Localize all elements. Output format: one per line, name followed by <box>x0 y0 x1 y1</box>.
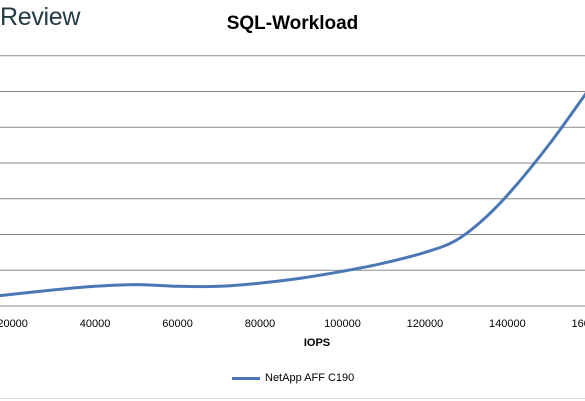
legend-swatch <box>232 376 260 380</box>
x-tick-label: 120000 <box>407 318 444 330</box>
x-tick-label: 100000 <box>324 318 361 330</box>
x-tick-label: 20000 <box>0 318 28 330</box>
x-tick-label: 80000 <box>245 318 276 330</box>
x-tick-label: 160000 <box>572 318 585 330</box>
line-chart: 20000 40000 60000 80000 100000 120000 140000 16… <box>0 55 585 330</box>
brand-logo-text: Review <box>0 3 81 31</box>
x-tick-label: 60000 <box>162 318 193 330</box>
x-axis-label: IOPS <box>303 337 331 349</box>
x-tick-labels: 20000 40000 60000 80000 100000 120000 140000 16… <box>0 318 585 330</box>
legend: NetApp AFF C190 <box>232 372 354 384</box>
bottom-divider <box>0 398 585 399</box>
legend-label: NetApp AFF C190 <box>265 372 355 384</box>
series-line-netapp-aff-c190 <box>0 92 585 298</box>
x-tick-label: 140000 <box>489 318 526 330</box>
chart-title: SQL-Workload <box>226 13 359 34</box>
gridlines <box>0 55 585 271</box>
x-tick-label: 40000 <box>80 318 111 330</box>
